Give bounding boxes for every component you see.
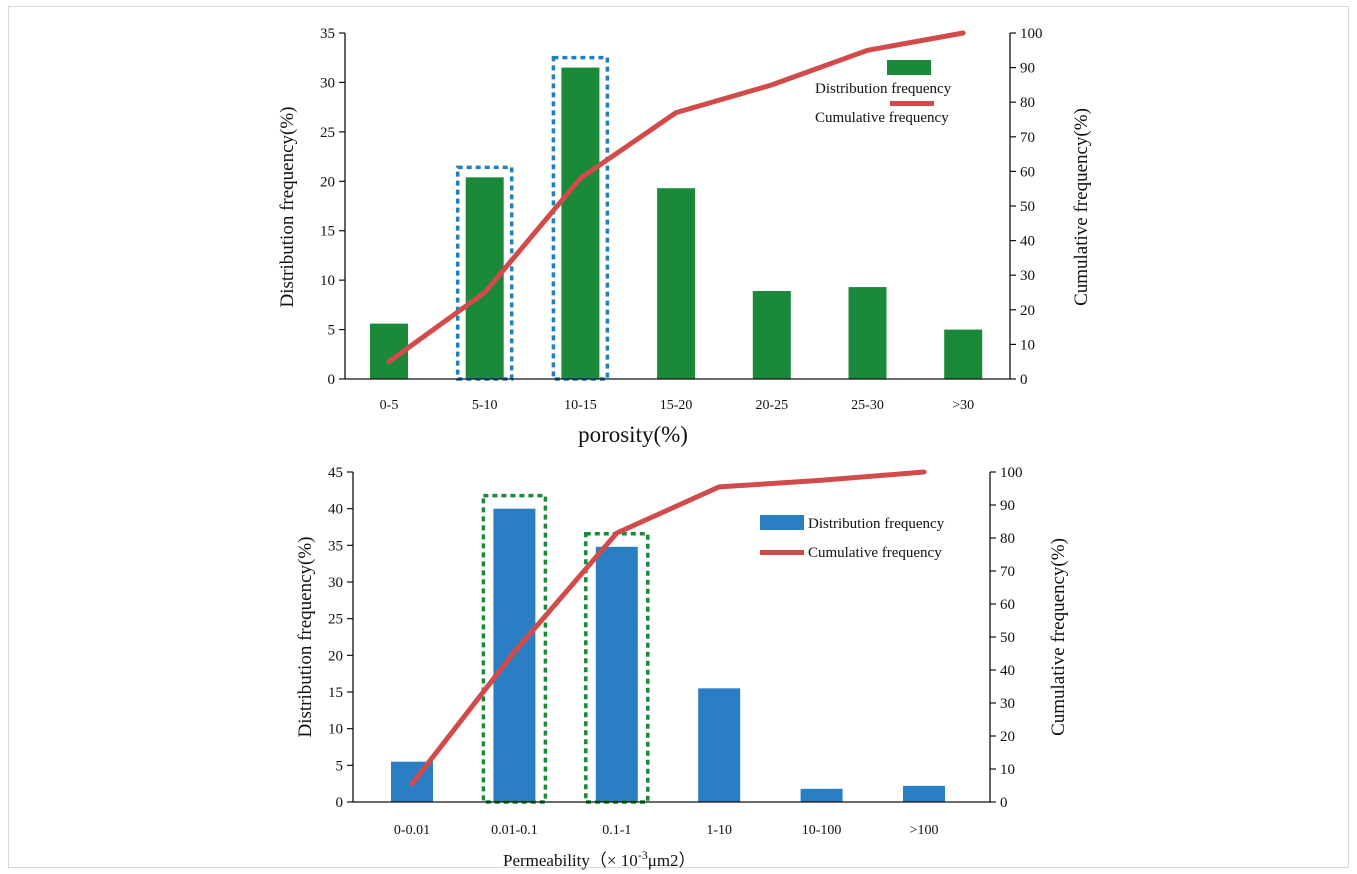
permeability-legend-bar-swatch	[760, 515, 804, 530]
permeability-right-tick-label-70: 70	[1000, 564, 1015, 580]
permeability-y-axis-title: Distribution frequency(%)	[295, 536, 316, 737]
porosity-right-tick-label-0: 0	[1020, 372, 1028, 388]
permeability-right-tick-label-0: 0	[1000, 795, 1008, 811]
permeability-left-tick-label-25: 25	[328, 612, 343, 628]
porosity-left-tick-label-15: 15	[320, 224, 335, 240]
permeability-category-label-4: 10-100	[802, 823, 842, 838]
permeability-right-tick-label-10: 10	[1000, 762, 1015, 778]
porosity-left-tick-label-20: 20	[320, 174, 335, 190]
porosity-bar-3	[657, 188, 696, 379]
permeability-left-tick-label-35: 35	[328, 538, 343, 554]
permeability-tick-labels: 0 5 10 15 20 25 30 35 40 45 0 10 20 30 40 50 60 70 80 90 100	[328, 465, 1023, 811]
porosity-legend-line-label: Cumulative frequency	[815, 110, 949, 126]
permeability-left-tick-label-10: 10	[328, 722, 343, 738]
permeability-x-axis-title: Permeability（× 10-3μm2）	[503, 848, 696, 870]
permeability-category-label-2: 0.1-1	[602, 823, 631, 838]
permeability-left-tick-label-15: 15	[328, 685, 343, 701]
permeability-chart: 0 5 10 15 20 25 30 35 40 45 0 10 20 30 40 50 60 70 80 90 100…	[295, 465, 1069, 870]
permeability-right-tick-label-20: 20	[1000, 729, 1015, 745]
porosity-bars	[370, 67, 983, 379]
porosity-left-tick-label-5: 5	[328, 323, 336, 339]
permeability-category-label-0: 0-0.01	[394, 823, 430, 838]
porosity-category-label-3: 15-20	[660, 398, 693, 413]
porosity-right-tick-label-40: 40	[1020, 234, 1035, 250]
porosity-legend-bar-label: Distribution frequency	[815, 81, 952, 97]
porosity-bar-5	[848, 287, 887, 379]
permeability-legend-line-label: Cumulative frequency	[808, 545, 942, 561]
permeability-x-axis-title-unit: μm2）	[648, 851, 696, 870]
porosity-tick-labels: 0 5 10 15 20 25 30 35 0 10 20 30 40 50 60 70 80 90 100	[320, 26, 1043, 388]
porosity-legend: Distribution frequency Cumulative freque…	[815, 60, 952, 126]
permeability-right-tick-label-100: 100	[1000, 465, 1023, 481]
permeability-left-tick-label-5: 5	[336, 758, 344, 774]
porosity-right-tick-label-80: 80	[1020, 95, 1035, 111]
porosity-category-label-1: 5-10	[472, 398, 498, 413]
permeability-legend-bar-label: Distribution frequency	[808, 516, 945, 532]
porosity-right-tick-label-20: 20	[1020, 303, 1035, 319]
permeability-category-label-3: 1-10	[706, 823, 732, 838]
porosity-left-tick-label-25: 25	[320, 125, 335, 141]
porosity-highlight-box-2	[551, 55, 610, 381]
permeability-category-label-5: >100	[910, 823, 939, 838]
porosity-legend-bar-swatch	[887, 60, 931, 75]
permeability-bar-2	[595, 546, 638, 802]
permeability-y2-axis-title: Cumulative frequency(%)	[1048, 538, 1069, 736]
porosity-bar-6	[944, 329, 983, 379]
porosity-right-tick-label-30: 30	[1020, 268, 1035, 284]
permeability-legend-line-swatch	[760, 550, 804, 555]
permeability-right-tick-label-30: 30	[1000, 696, 1015, 712]
permeability-left-tick-label-0: 0	[336, 795, 344, 811]
permeability-bar-5	[903, 785, 945, 802]
porosity-right-tick-label-60: 60	[1020, 164, 1035, 180]
permeability-legend: Distribution frequency Cumulative freque…	[760, 515, 945, 561]
permeability-right-tick-label-40: 40	[1000, 663, 1015, 679]
porosity-legend-line-swatch	[890, 101, 934, 106]
porosity-y-axis-title: Distribution frequency(%)	[277, 106, 298, 307]
porosity-category-label-2: 10-15	[564, 398, 597, 413]
permeability-right-tick-label-50: 50	[1000, 630, 1015, 646]
porosity-x-axis-title: porosity(%)	[578, 422, 688, 447]
permeability-right-tick-label-60: 60	[1000, 597, 1015, 613]
porosity-y2-axis-title: Cumulative frequency(%)	[1071, 108, 1092, 306]
porosity-cumulative-line	[386, 30, 966, 365]
permeability-right-tick-label-90: 90	[1000, 498, 1015, 514]
permeability-category-labels: 0-0.01 0.01-0.1 0.1-1 1-10 10-100 >100	[394, 823, 939, 838]
permeability-x-axis-title-exponent: -3	[638, 848, 648, 862]
porosity-right-tick-label-90: 90	[1020, 61, 1035, 77]
permeability-bar-4	[800, 788, 843, 802]
permeability-right-tick-label-80: 80	[1000, 531, 1015, 547]
porosity-right-tick-label-100: 100	[1020, 26, 1043, 42]
permeability-left-tick-label-45: 45	[328, 465, 343, 481]
porosity-right-tick-label-50: 50	[1020, 199, 1035, 215]
figure-frame	[8, 6, 1349, 868]
permeability-axes	[347, 471, 996, 803]
porosity-category-label-0: 0-5	[380, 398, 399, 413]
porosity-right-tick-label-70: 70	[1020, 130, 1035, 146]
porosity-right-tick-label-10: 10	[1020, 337, 1035, 353]
permeability-bar-3	[698, 688, 741, 802]
permeability-cumulative-line	[409, 469, 927, 787]
porosity-bar-4	[752, 291, 791, 379]
porosity-category-label-5: 25-30	[851, 398, 884, 413]
permeability-bars	[391, 508, 945, 802]
porosity-bar-2	[561, 67, 600, 379]
permeability-left-tick-label-30: 30	[328, 575, 343, 591]
permeability-left-tick-label-20: 20	[328, 648, 343, 664]
permeability-category-label-1: 0.01-0.1	[491, 823, 538, 838]
porosity-left-tick-label-10: 10	[320, 273, 335, 289]
porosity-category-labels: 0-5 5-10 10-15 15-20 20-25 25-30 >30	[380, 398, 974, 413]
porosity-category-label-4: 20-25	[755, 398, 788, 413]
porosity-left-tick-label-35: 35	[320, 26, 335, 42]
porosity-left-tick-label-30: 30	[320, 75, 335, 91]
permeability-left-tick-label-40: 40	[328, 502, 343, 518]
porosity-chart: 0 5 10 15 20 25 30 35 0 10 20 30 40 50 60 70 80 90 100 0-5…	[277, 26, 1092, 447]
porosity-left-tick-label-0: 0	[328, 372, 336, 388]
porosity-category-label-6: >30	[952, 398, 974, 413]
porosity-axes	[339, 32, 1016, 380]
permeability-x-axis-title-main: Permeability（× 10	[503, 851, 638, 870]
